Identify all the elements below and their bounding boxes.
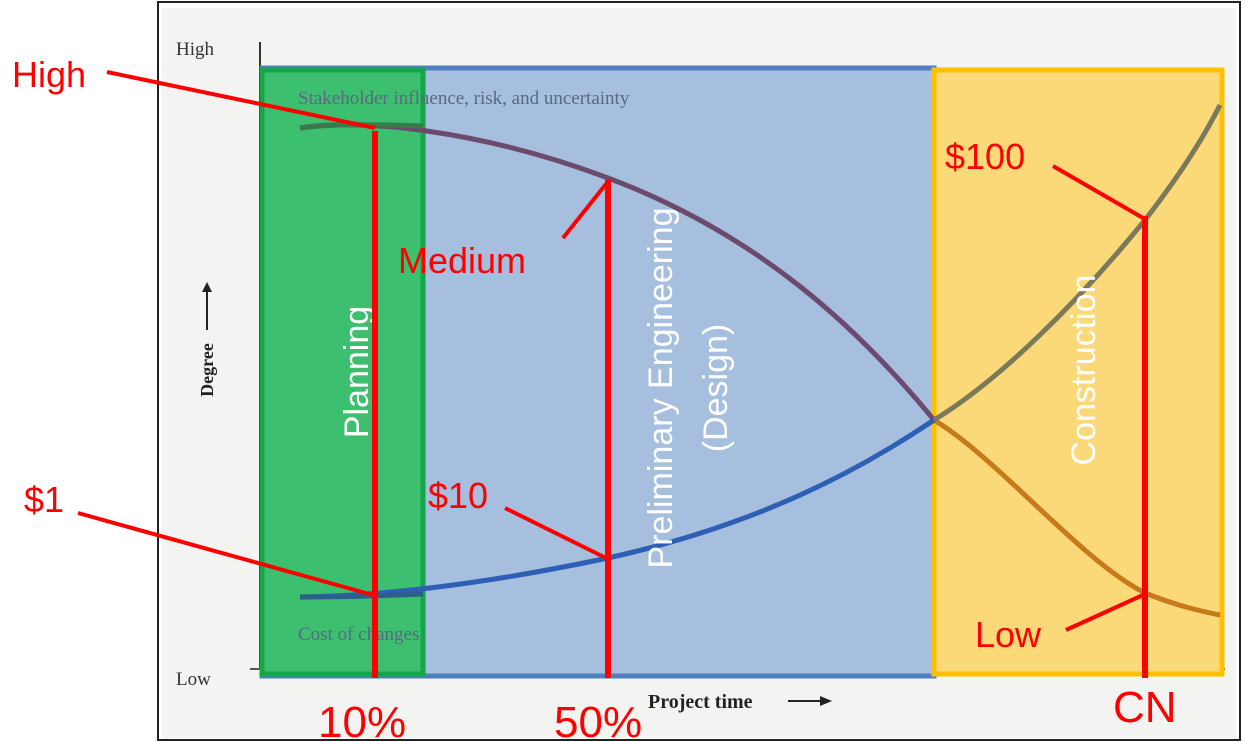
- influence-curve-construction: [932, 417, 1221, 618]
- construction-phase-label: Construction: [1065, 275, 1103, 466]
- x-axis-arrow-icon: [820, 696, 832, 706]
- construction-phase-band: [931, 67, 1225, 677]
- design-phase-sublabel: (Design): [697, 324, 735, 452]
- cost-10-leader-line: [504, 506, 607, 560]
- low-leader-line: [1065, 593, 1144, 632]
- cost-curve-planning: [299, 591, 424, 600]
- cost-100-leader-line: [1051, 164, 1145, 220]
- high-leader-line: [106, 70, 376, 130]
- lower-curve-label: Cost of changes: [298, 624, 419, 645]
- cost-1-annotation: $1: [24, 479, 64, 520]
- design-phase-label: Preliminary Engineering: [642, 208, 680, 569]
- y-axis-title-group: Degree: [197, 282, 217, 397]
- cost-100-annotation: $100: [945, 136, 1025, 177]
- y-axis-title: Degree: [197, 343, 217, 397]
- cost-1-leader-line: [77, 511, 374, 597]
- design-percent-label: 50%: [554, 698, 642, 742]
- y-axis-low-label: Low: [176, 669, 211, 690]
- upper-curve-label: Stakeholder influence, risk, and uncerta…: [298, 88, 630, 109]
- high-annotation: High: [12, 54, 86, 95]
- construction-cn-label: CN: [1113, 683, 1177, 732]
- cost-10-annotation: $10: [428, 475, 488, 516]
- planning-phase-label: Planning: [338, 306, 376, 438]
- low-annotation: Low: [975, 614, 1042, 655]
- medium-leader-line: [561, 182, 608, 240]
- cost-curve-construction: [932, 103, 1223, 423]
- planning-percent-label: 10%: [318, 698, 406, 742]
- y-axis-high-label: High: [176, 39, 215, 60]
- medium-annotation: Medium: [398, 240, 526, 281]
- x-axis-title: Project time: [648, 691, 753, 713]
- influence-curve-planning: [299, 122, 424, 131]
- y-axis-arrow-icon: [202, 282, 212, 292]
